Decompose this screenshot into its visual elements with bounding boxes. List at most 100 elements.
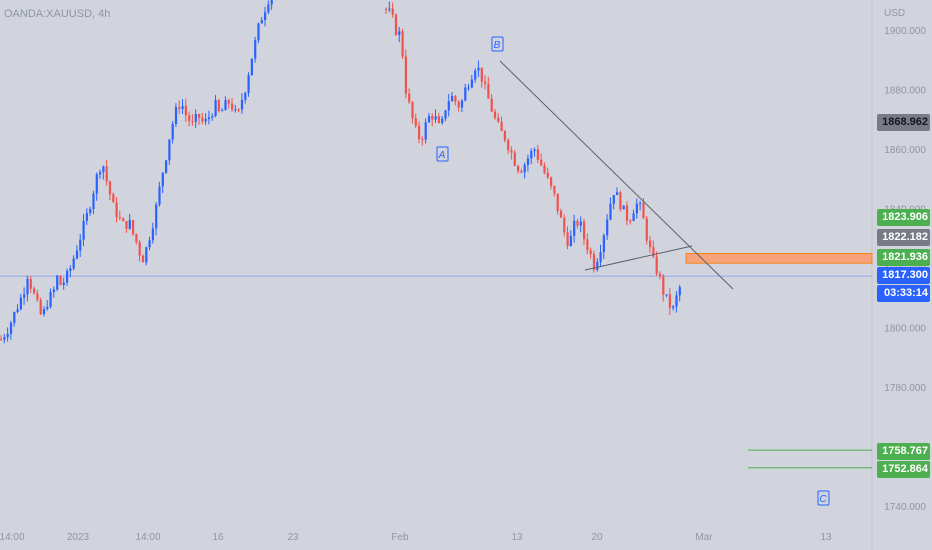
candle-body (6, 333, 9, 338)
candle-body (16, 309, 19, 313)
candle-body (404, 56, 407, 94)
candle-body (46, 306, 49, 309)
candle-body (579, 221, 582, 226)
candle-body (645, 218, 648, 241)
candle-body (526, 158, 530, 165)
candle-body (234, 109, 237, 111)
candle-body (639, 203, 642, 205)
candle-body (108, 181, 112, 195)
candle-body (431, 115, 434, 120)
candle-body (135, 233, 138, 243)
candle-body (662, 276, 665, 295)
candle-body (533, 149, 536, 151)
candle-body (569, 235, 572, 246)
y-tick-label: 1740.000 (884, 502, 926, 513)
candle-body (418, 125, 421, 140)
candle-body (411, 101, 414, 119)
candle-body (444, 110, 447, 119)
candle-body (658, 273, 662, 277)
candle-body (665, 294, 668, 296)
x-tick-label: Feb (391, 532, 409, 543)
candle-body (211, 116, 214, 118)
candle-body (632, 213, 635, 221)
candle-body (72, 258, 75, 269)
candle-body (388, 8, 391, 10)
candle-body (95, 174, 98, 194)
candle-body (184, 105, 187, 116)
candle-body (609, 203, 612, 220)
candle-body (112, 194, 115, 203)
candle-body (606, 219, 609, 236)
lower-trendline[interactable] (584, 245, 693, 271)
resistance-zone[interactable] (685, 252, 873, 264)
price-tag: 1758.767 (877, 443, 930, 460)
x-tick-label: 14:00 (135, 532, 160, 543)
candle-body (454, 96, 457, 102)
candle-body (0, 339, 3, 341)
candle-body (467, 87, 470, 89)
y-tick-label: 1780.000 (884, 383, 926, 394)
y-tick-label: 1900.000 (884, 26, 926, 37)
candle-body (207, 117, 211, 120)
candle-body (457, 101, 460, 108)
x-tick-label: 13 (511, 532, 523, 543)
candle-body (421, 139, 424, 141)
candle-body (270, 0, 273, 5)
candle-body (92, 193, 95, 210)
candle-body (629, 220, 632, 222)
upper-trendline[interactable] (499, 60, 734, 290)
candle-body (174, 107, 178, 124)
candle-body (540, 159, 543, 166)
candle-body (385, 9, 388, 11)
candle-body (586, 239, 589, 251)
candle-body (145, 247, 148, 263)
candle-body (517, 165, 520, 172)
candle-body (612, 195, 615, 204)
candle-body (427, 115, 431, 123)
candle-body (267, 4, 270, 13)
candle-body (672, 306, 675, 308)
candle-body (3, 337, 6, 340)
currency-label: USD (884, 8, 906, 19)
candle-body (23, 294, 26, 298)
candle-body (221, 110, 224, 112)
candle-body (9, 322, 13, 334)
candle-body (510, 150, 513, 153)
candle-body (678, 287, 681, 296)
candle-body (484, 81, 487, 84)
candle-body (441, 118, 444, 123)
candle-body (490, 98, 493, 112)
candle-body (42, 308, 46, 315)
wave-label-box (817, 490, 830, 506)
candle-body (260, 20, 263, 24)
y-tick-label: 1800.000 (884, 324, 926, 335)
candle-body (49, 292, 52, 307)
price-tag: 1821.936 (877, 249, 930, 266)
candle-body (536, 149, 539, 160)
candle-body (244, 92, 247, 100)
wave-label-box (491, 36, 504, 52)
candle-body (122, 218, 125, 222)
candle-body (39, 300, 42, 315)
candle-body (576, 220, 579, 226)
candle-body (52, 289, 55, 293)
candle-body (500, 121, 503, 131)
candle-body (434, 116, 437, 120)
candle-body (59, 275, 62, 285)
x-tick-label: Mar (695, 532, 713, 543)
symbol-title[interactable]: OANDA:XAUUSD, 4h (4, 8, 111, 20)
candle-body (503, 130, 506, 141)
candle-body (675, 295, 678, 307)
candle-body (125, 221, 128, 229)
candle-body (151, 228, 154, 241)
candle-body (447, 101, 450, 111)
candle-body (507, 140, 510, 151)
candle-body (89, 209, 92, 214)
candle-body (257, 23, 260, 41)
candle-body (520, 171, 523, 173)
candle-body (161, 172, 164, 187)
candle-body (424, 122, 427, 140)
candle-body (398, 31, 401, 35)
